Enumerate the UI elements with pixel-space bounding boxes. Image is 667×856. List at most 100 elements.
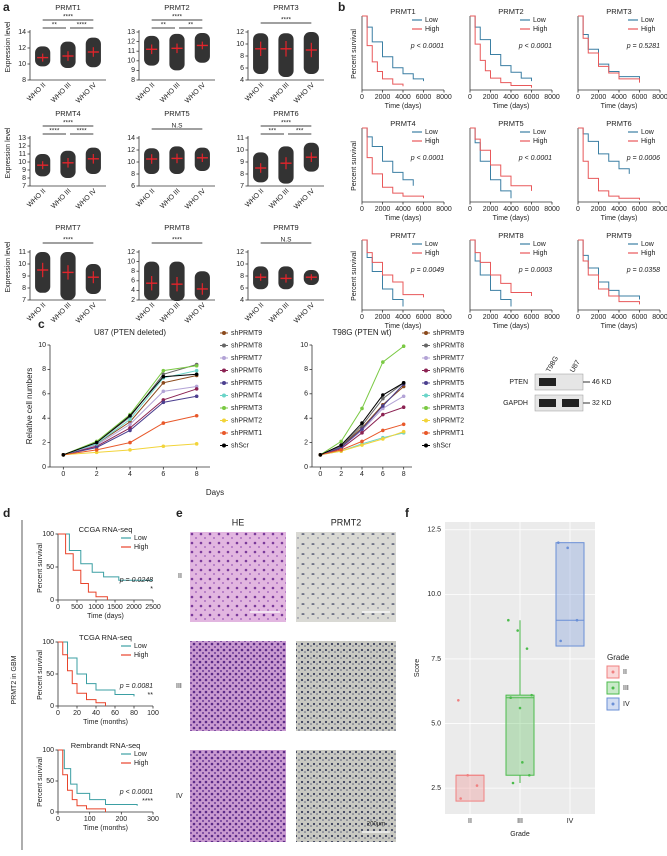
y-tick-label: 6: [240, 65, 244, 72]
x-tick-label: 0: [576, 206, 580, 213]
x-axis-label: Days: [206, 488, 224, 497]
point: [575, 618, 579, 622]
x-tick-label: WHO II: [135, 82, 156, 103]
marker-label: 32 KD: [592, 400, 611, 407]
point: [509, 696, 512, 700]
point: [194, 372, 199, 377]
panel-label: a: [3, 0, 10, 14]
point: [360, 443, 364, 447]
x-tick-label: 8000: [544, 314, 560, 321]
x-tick-label: WHO IV: [184, 188, 207, 211]
x-tick-label: 6000: [524, 206, 540, 213]
he-image: [190, 641, 286, 731]
legend-marker: [222, 418, 226, 423]
chart-title: Rembrandt RNA-seq: [71, 741, 141, 750]
point: [194, 394, 199, 399]
legend-marker: [424, 443, 428, 448]
legend-label: High: [641, 250, 656, 257]
point: [61, 453, 66, 457]
box: [555, 542, 585, 647]
point: [401, 422, 406, 427]
panel-label: f: [405, 506, 410, 520]
x-axis-label: Time (days): [493, 215, 530, 222]
p-value: p < 0.0001: [410, 155, 444, 162]
y-tick-label: 12: [18, 143, 26, 150]
chart-title: T98G (PTEN wt): [332, 328, 391, 337]
x-tick-label: 2000: [591, 314, 607, 321]
x-tick-label: 1500: [107, 604, 123, 611]
x-tick-label: 6000: [416, 206, 432, 213]
point: [457, 699, 460, 702]
legend-marker: [424, 431, 428, 435]
point: [381, 360, 385, 364]
x-tick-label: WHO III: [159, 188, 182, 211]
y-tick-label: 4: [304, 415, 308, 422]
point: [161, 374, 166, 379]
p-value: p < 0.0001: [119, 789, 153, 796]
x-tick-label: 2000: [483, 206, 499, 213]
x-axis-label: Time (days): [601, 323, 638, 330]
x-tick-label: WHO III: [159, 82, 182, 105]
legend-marker: [222, 343, 226, 348]
legend-label: shPRMT4: [231, 392, 262, 399]
western-blot: T98G U87 PTEN GAPDH 46 KD 32 KD: [503, 355, 611, 412]
legend-marker: [222, 331, 226, 335]
x-tick-label: 6000: [632, 314, 648, 321]
legend-label: shPRMT9: [231, 330, 262, 337]
x-axis-label: Time (months): [83, 825, 128, 832]
y-tick-label: 0: [50, 703, 54, 710]
y-tick-label: 10: [127, 258, 135, 265]
x-tick-label: 0: [56, 710, 60, 717]
p-value: p < 0.0001: [518, 43, 552, 50]
point: [459, 797, 462, 800]
x-tick-label: WHO III: [268, 302, 291, 325]
significance-label: ****: [77, 22, 88, 29]
x-tick-label: WHO IV: [293, 188, 316, 211]
legend-label: shPRMT3: [433, 405, 464, 412]
legend-label: Low: [641, 17, 655, 24]
significance-label: ***: [269, 128, 277, 135]
legend-label: shScr: [231, 442, 250, 449]
point: [94, 440, 99, 445]
histology: HE PRMT2 II III IV 200μm: [176, 517, 396, 842]
row-label: PTEN: [509, 379, 528, 386]
point: [339, 439, 343, 444]
y-tick-label: 12: [127, 147, 135, 154]
x-axis-label: Time (days): [385, 323, 422, 330]
x-tick-label: WHO III: [50, 188, 73, 211]
chart-title: PRMT3: [273, 3, 298, 12]
point: [401, 394, 406, 399]
x-tick-label: 4: [360, 471, 364, 478]
survival-curve: [362, 239, 424, 298]
x-tick-label: 2000: [375, 94, 391, 101]
panel-label: d: [3, 506, 10, 520]
x-tick-label: 8: [402, 471, 406, 478]
y-tick-label: 10: [18, 159, 26, 166]
y-tick-label: 2: [304, 439, 308, 446]
x-tick-label: 4000: [611, 206, 627, 213]
x-tick-label: 8000: [436, 206, 452, 213]
p-value: p = 0.0003: [518, 267, 552, 274]
box: [455, 774, 485, 802]
x-tick-label: WHO IV: [75, 188, 98, 211]
y-tick-label: 11: [128, 48, 135, 55]
chart-title: PRMT2: [498, 7, 523, 16]
x-axis-label: Time (months): [83, 719, 128, 726]
y-tick-label: 5.0: [431, 720, 441, 727]
x-tick-label: IV: [567, 818, 574, 825]
marker-label: 46 KD: [592, 379, 611, 386]
scale-label: 200μm: [367, 822, 385, 828]
survival-curve: [470, 239, 532, 296]
row-label: GAPDH: [503, 400, 528, 407]
y-tick-label: 8: [131, 77, 135, 84]
x-tick-label: WHO IV: [75, 302, 98, 325]
legend-marker: [424, 356, 428, 360]
survival-curve: [578, 127, 640, 200]
legend-label: High: [425, 26, 440, 33]
point: [194, 387, 199, 391]
point: [521, 761, 524, 764]
legend-marker: [222, 368, 226, 373]
x-tick-label: 8000: [436, 94, 452, 101]
significance-label: ****: [281, 120, 292, 127]
